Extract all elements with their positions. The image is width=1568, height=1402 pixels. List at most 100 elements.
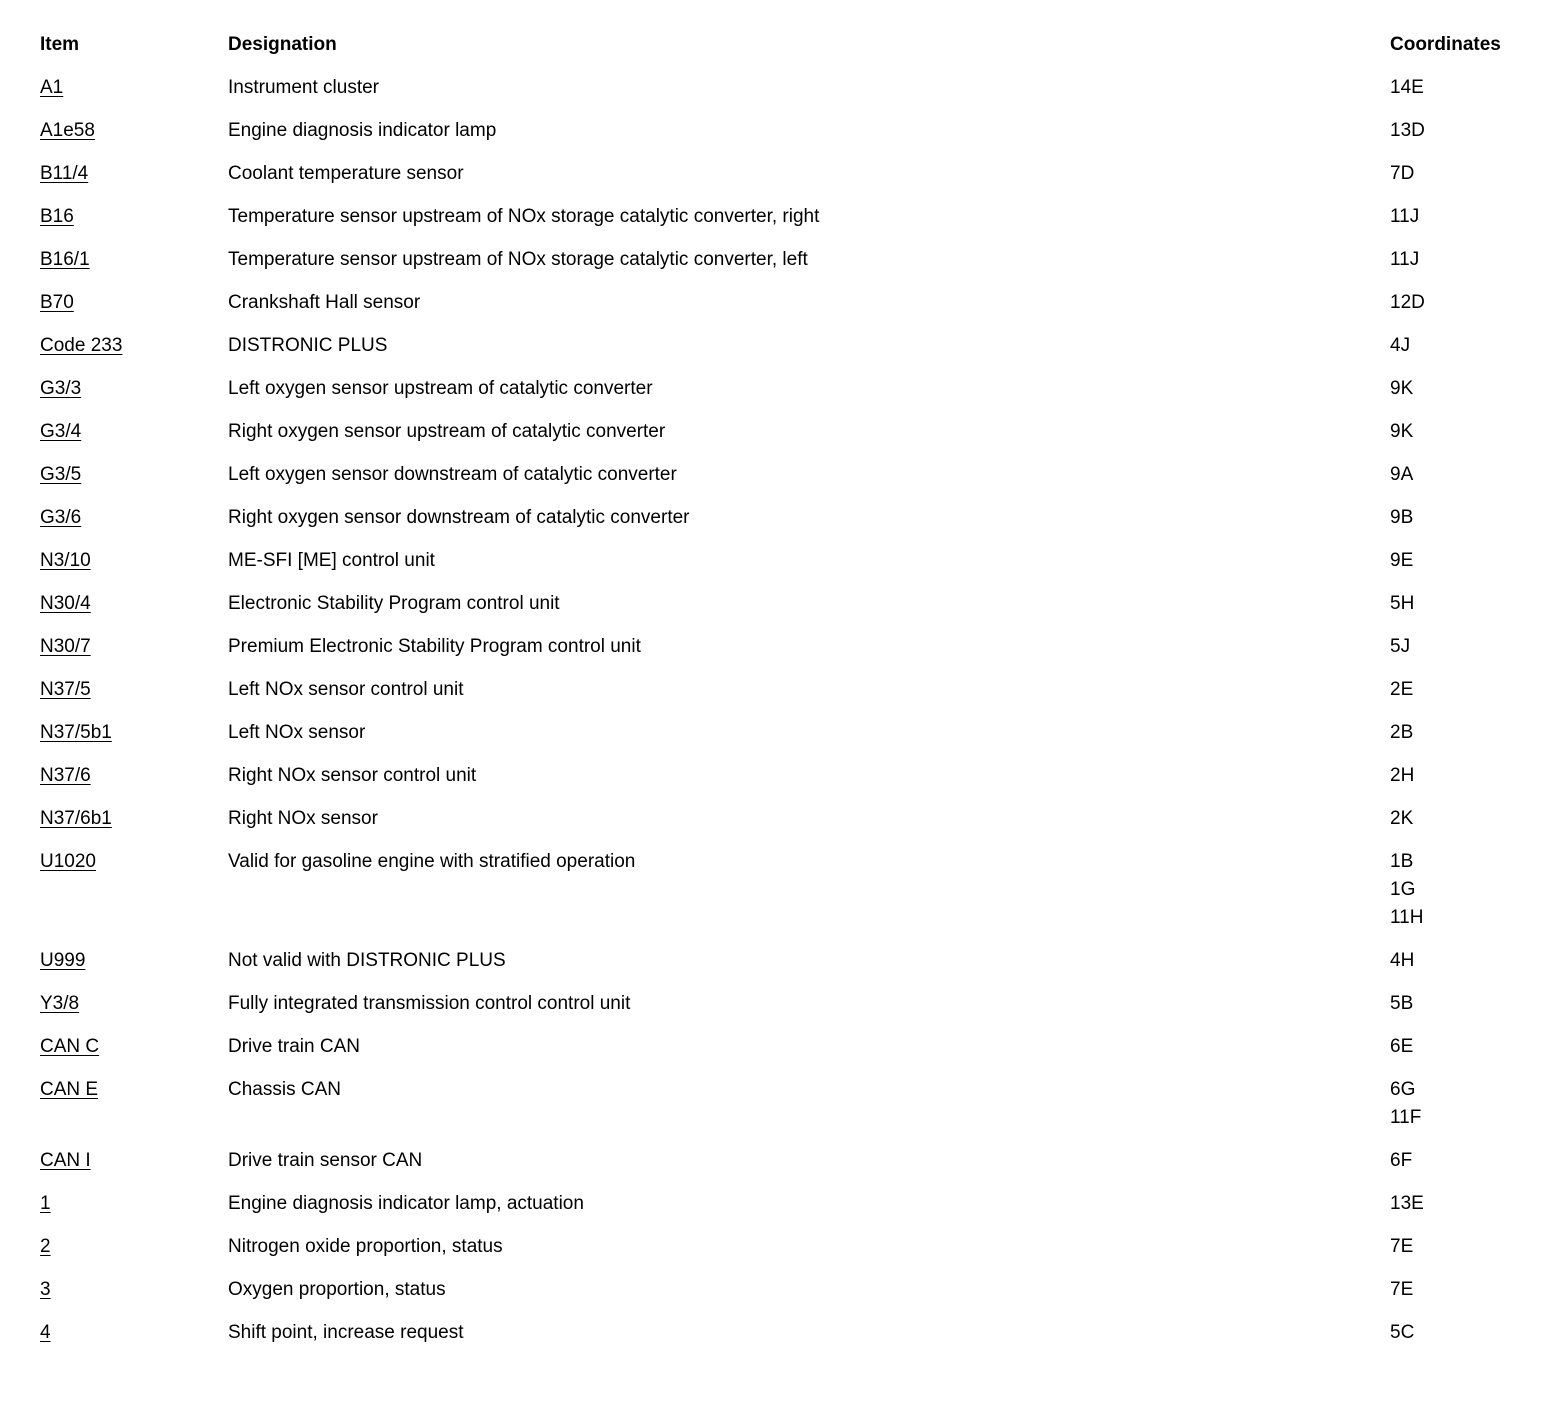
designation-text: ME-SFI [ME] control unit [228,550,435,571]
table-row: N37/5 Left NOx sensor control unit 2E [40,676,1548,704]
item-code-link[interactable]: N37/5b1 [40,722,112,743]
coordinate-value: 1B [1390,851,1414,872]
coordinate-value: 13E [1390,1193,1424,1214]
coordinates-cell: 9K [1390,418,1548,446]
column-header-designation: Designation [228,34,337,55]
designation-text: Temperature sensor upstream of NOx stora… [228,206,820,227]
designation-text: Instrument cluster [228,77,379,98]
item-code-link[interactable]: A1 [40,77,64,98]
coordinate-value: 5B [1390,993,1414,1014]
item-code-link[interactable]: G3/6 [40,507,82,528]
coordinate-value: 4H [1390,950,1415,971]
coordinate-value: 7D [1390,163,1415,184]
coordinate-value: 11J [1390,249,1420,270]
designation-text: Right oxygen sensor upstream of catalyti… [228,421,666,442]
coordinate-value: 7E [1390,1279,1414,1300]
item-code-link[interactable]: N30/7 [40,636,91,657]
coordinate-value: 9B [1390,507,1414,528]
item-code-link[interactable]: 4 [40,1322,51,1343]
table-row: CAN E Chassis CAN 6G 11F [40,1076,1548,1132]
table-row: 3 Oxygen proportion, status 7E [40,1276,1548,1304]
item-cell: G3/3 [40,375,228,403]
coordinate-value: 6E [1390,1036,1414,1057]
item-code-link[interactable]: G3/3 [40,378,82,399]
item-code-link[interactable]: A1e58 [40,120,95,141]
table-row: N30/4 Electronic Stability Program contr… [40,590,1548,618]
designation-text: Left NOx sensor control unit [228,679,464,700]
item-cell: N30/7 [40,633,228,661]
item-code-link[interactable]: 3 [40,1279,51,1300]
item-code-link[interactable]: B16/1 [40,249,90,270]
designation-text: Engine diagnosis indicator lamp, actuati… [228,1193,584,1214]
coordinates-cell: 5B [1390,990,1548,1018]
designation-text: Left oxygen sensor upstream of catalytic… [228,378,653,399]
item-cell: CAN E [40,1076,228,1104]
item-cell: N37/6 [40,762,228,790]
table-row: G3/4 Right oxygen sensor upstream of cat… [40,418,1548,446]
designation-text: Right NOx sensor [228,808,378,829]
item-code-link[interactable]: B11/4 [40,163,89,184]
item-code-link[interactable]: B70 [40,292,74,313]
table-row: N30/7 Premium Electronic Stability Progr… [40,633,1548,661]
item-cell: U999 [40,947,228,975]
table-row: G3/3 Left oxygen sensor upstream of cata… [40,375,1548,403]
designation-text: Temperature sensor upstream of NOx stora… [228,249,808,270]
coordinates-cell: 4J [1390,332,1548,360]
item-code-link[interactable]: Y3/8 [40,993,80,1014]
item-code-link[interactable]: G3/5 [40,464,82,485]
table-row: N3/10 ME-SFI [ME] control unit 9E [40,547,1548,575]
coordinates-cell: 9A [1390,461,1548,489]
table-header-row: Item Designation Coordinates [40,31,1548,59]
item-cell: CAN I [40,1147,228,1175]
item-code-link[interactable]: U1020 [40,851,96,872]
coordinates-cell: 5J [1390,633,1548,661]
coordinates-cell: 12D [1390,289,1548,317]
item-cell: Y3/8 [40,990,228,1018]
coordinates-cell: 9K [1390,375,1548,403]
item-code-link[interactable]: U999 [40,950,86,971]
coordinate-value: 2B [1390,722,1414,743]
designation-text: Coolant temperature sensor [228,163,464,184]
coordinates-cell: 7D [1390,160,1548,188]
item-code-link[interactable]: CAN I [40,1150,91,1171]
item-code-link[interactable]: B16 [40,206,74,227]
item-code-link[interactable]: N37/6b1 [40,808,112,829]
item-code-link[interactable]: 1 [40,1193,51,1214]
table-row: U999 Not valid with DISTRONIC PLUS 4H [40,947,1548,975]
item-code-link[interactable]: N37/5 [40,679,91,700]
item-code-link[interactable]: N30/4 [40,593,91,614]
designation-text: Engine diagnosis indicator lamp [228,120,497,141]
table-row: N37/6b1 Right NOx sensor 2K [40,805,1548,833]
item-code-link[interactable]: Code 233 [40,335,123,356]
column-header-item: Item [40,34,80,55]
item-code-link[interactable]: CAN C [40,1036,100,1057]
designation-text: Drive train sensor CAN [228,1150,423,1171]
coordinates-cell: 4H [1390,947,1548,975]
table-row: N37/5b1 Left NOx sensor 2B [40,719,1548,747]
item-code-link[interactable]: CAN E [40,1079,99,1100]
coordinate-value: 2K [1390,808,1414,829]
coordinate-value: 5H [1390,593,1415,614]
coordinate-value: 12D [1390,292,1425,313]
coordinates-cell: 7E [1390,1276,1548,1304]
item-cell: CAN C [40,1033,228,1061]
item-code-link[interactable]: G3/4 [40,421,82,442]
coordinates-cell: 9B [1390,504,1548,532]
item-code-link[interactable]: N3/10 [40,550,91,571]
item-cell: A1 [40,74,228,102]
column-header-coordinates: Coordinates [1390,34,1501,55]
coordinate-value: 13D [1390,120,1425,141]
item-code-link[interactable]: 2 [40,1236,51,1257]
item-cell: B11/4 [40,160,228,188]
coordinate-value: 1G [1390,879,1416,900]
designation-text: Oxygen proportion, status [228,1279,446,1300]
table-row: G3/5 Left oxygen sensor downstream of ca… [40,461,1548,489]
item-cell: N37/5 [40,676,228,704]
coordinates-cell: 9E [1390,547,1548,575]
table-body: A1 Instrument cluster 14E A1e58 Engine d… [40,74,1548,1347]
coordinate-value: 9K [1390,378,1414,399]
item-cell: G3/4 [40,418,228,446]
item-code-link[interactable]: N37/6 [40,765,91,786]
coordinates-cell: 2H [1390,762,1548,790]
